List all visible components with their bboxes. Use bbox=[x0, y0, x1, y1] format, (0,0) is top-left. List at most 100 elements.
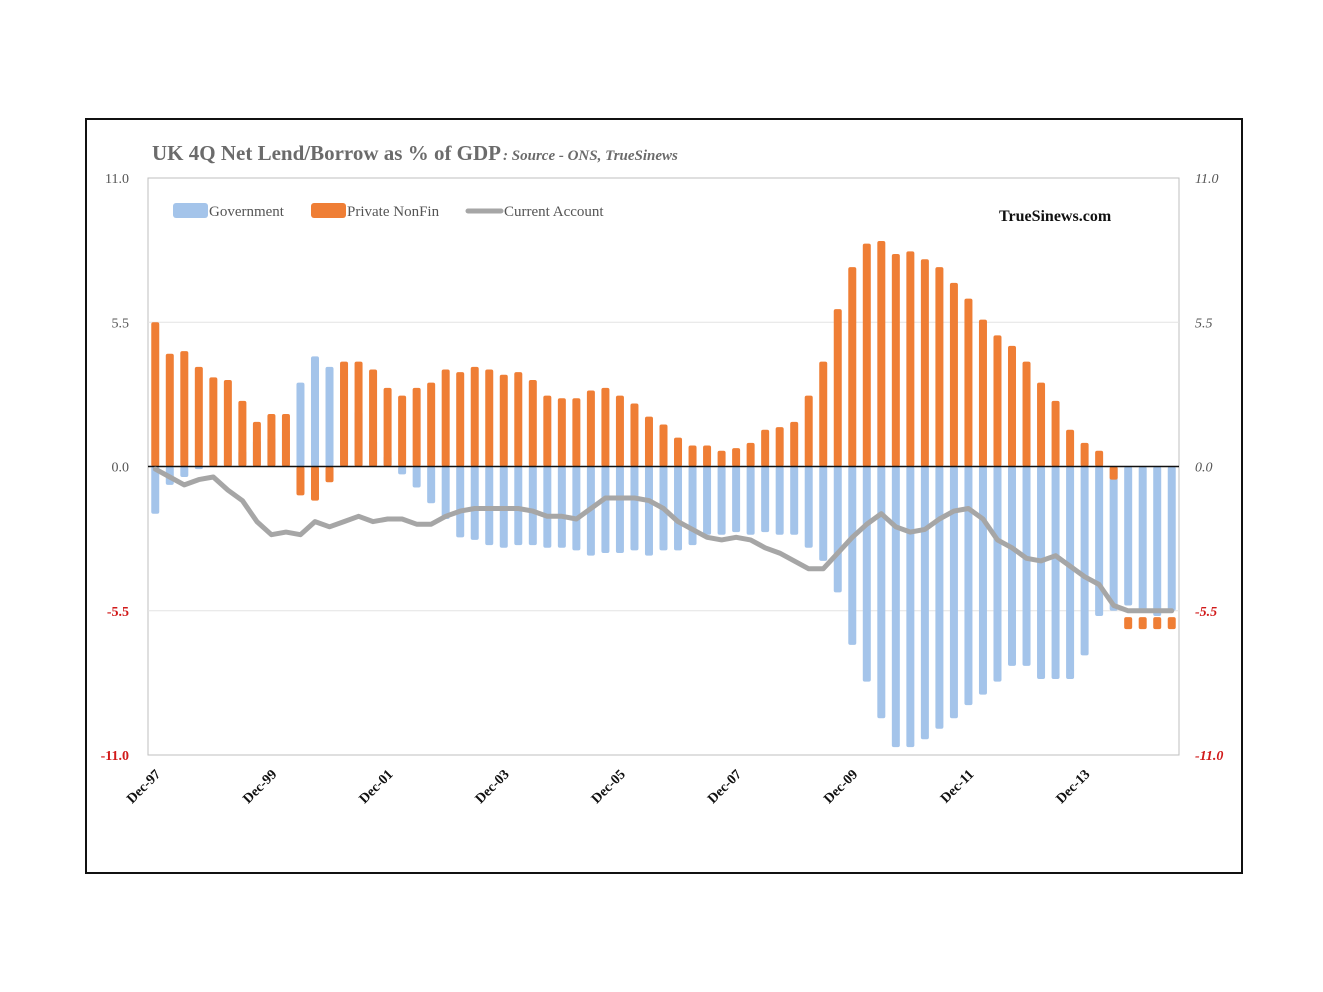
bar-private-nonfin bbox=[906, 251, 915, 467]
bar-government bbox=[514, 466, 523, 546]
bar-private-nonfin bbox=[935, 267, 944, 467]
bar-government bbox=[920, 466, 929, 740]
bar-private-nonfin bbox=[209, 377, 218, 467]
bar-government bbox=[761, 466, 770, 533]
bar-private-nonfin bbox=[586, 390, 595, 467]
bar-government bbox=[427, 466, 436, 504]
bar-private-nonfin bbox=[369, 369, 378, 467]
bar-private-nonfin bbox=[804, 395, 813, 467]
bar-private-nonfin bbox=[557, 398, 566, 467]
x-tick-label: Dec-99 bbox=[241, 767, 281, 807]
bar-private-nonfin bbox=[1153, 617, 1162, 630]
bar-private-nonfin bbox=[703, 445, 712, 467]
bar-private-nonfin bbox=[528, 379, 537, 467]
bar-private-nonfin bbox=[819, 361, 828, 467]
bar-private-nonfin bbox=[151, 322, 160, 467]
bar-private-nonfin bbox=[978, 319, 987, 467]
bar-government bbox=[1095, 466, 1104, 616]
bar-private-nonfin bbox=[296, 466, 305, 496]
bar-private-nonfin bbox=[252, 421, 261, 467]
bar-private-nonfin bbox=[877, 240, 886, 467]
bar-government bbox=[151, 466, 160, 514]
bar-private-nonfin bbox=[238, 400, 247, 467]
bar-private-nonfin bbox=[180, 351, 189, 467]
bar-private-nonfin bbox=[383, 387, 392, 467]
bar-government bbox=[1037, 466, 1046, 679]
line-current-account bbox=[152, 466, 1175, 614]
chart-title: UK 4Q Net Lend/Borrow as % of GDP: Sourc… bbox=[152, 141, 678, 165]
bar-private-nonfin bbox=[848, 267, 857, 467]
bar-private-nonfin bbox=[1037, 382, 1046, 467]
bar-government bbox=[644, 466, 653, 556]
bar-government bbox=[572, 466, 581, 551]
bar-government bbox=[1051, 466, 1060, 679]
bar-private-nonfin bbox=[644, 416, 653, 467]
bar-government bbox=[557, 466, 566, 548]
bar-private-nonfin bbox=[761, 429, 770, 467]
bar-private-nonfin bbox=[674, 437, 683, 467]
bar-private-nonfin bbox=[1008, 345, 1017, 467]
bar-government bbox=[732, 466, 741, 533]
y-tick-left: -5.5 bbox=[107, 605, 129, 620]
chart-svg: UK 4Q Net Lend/Borrow as % of GDP: Sourc… bbox=[101, 141, 1224, 807]
chart-title-main: UK 4Q Net Lend/Borrow as % of GDP bbox=[152, 141, 501, 165]
bar-government bbox=[615, 466, 624, 554]
bar-private-nonfin bbox=[194, 366, 203, 467]
legend-item: Private NonFin bbox=[311, 203, 440, 220]
bar-government bbox=[790, 466, 799, 535]
y-tick-left: -11.0 bbox=[101, 749, 129, 764]
bar-private-nonfin bbox=[398, 395, 407, 467]
bar-government bbox=[325, 366, 334, 467]
y-tick-left: 11.0 bbox=[105, 172, 129, 187]
bar-private-nonfin bbox=[790, 421, 799, 467]
bar-private-nonfin bbox=[601, 387, 610, 467]
bar-government bbox=[601, 466, 610, 554]
brand-label: TrueSinews.com bbox=[999, 208, 1112, 225]
bar-government bbox=[1124, 466, 1133, 606]
chart-subtitle: : Source - ONS, TrueSinews bbox=[503, 148, 678, 164]
bar-private-nonfin bbox=[891, 254, 900, 467]
legend-label: Government bbox=[209, 204, 285, 220]
bar-government bbox=[528, 466, 537, 546]
bar-government bbox=[775, 466, 784, 535]
bar-private-nonfin bbox=[1066, 429, 1075, 467]
legend: Government Private NonFin Current Account bbox=[173, 203, 604, 220]
bar-private-nonfin bbox=[1138, 617, 1147, 630]
bar-government bbox=[906, 466, 915, 748]
bar-private-nonfin bbox=[514, 372, 523, 467]
bar-private-nonfin bbox=[732, 448, 741, 467]
bar-private-nonfin bbox=[223, 379, 232, 467]
bar-private-nonfin bbox=[1095, 450, 1104, 467]
x-tick-label: Dec-09 bbox=[821, 767, 861, 807]
x-tick-label: Dec-13 bbox=[1054, 767, 1094, 807]
bar-private-nonfin bbox=[499, 374, 508, 467]
bar-private-nonfin bbox=[427, 382, 436, 467]
bar-government bbox=[993, 466, 1002, 682]
bar-government bbox=[543, 466, 552, 548]
bar-private-nonfin bbox=[920, 259, 929, 467]
bar-private-nonfin bbox=[964, 298, 973, 467]
bar-private-nonfin bbox=[993, 335, 1002, 467]
bar-private-nonfin bbox=[717, 450, 726, 467]
x-tick-label: Dec-97 bbox=[124, 767, 164, 807]
bar-government bbox=[891, 466, 900, 748]
bar-government bbox=[717, 466, 726, 535]
x-tick-label: Dec-03 bbox=[473, 767, 513, 807]
bar-private-nonfin bbox=[949, 282, 958, 467]
bar-government bbox=[1066, 466, 1075, 679]
bar-private-nonfin bbox=[441, 369, 450, 467]
y-tick-right: 0.0 bbox=[1195, 461, 1213, 476]
bar-government bbox=[964, 466, 973, 706]
bar-government bbox=[1022, 466, 1031, 666]
bar-government bbox=[848, 466, 857, 645]
y-tick-left: 5.5 bbox=[112, 316, 130, 331]
x-tick-label: Dec-11 bbox=[938, 767, 977, 806]
x-tick-label: Dec-07 bbox=[705, 767, 745, 807]
bar-private-nonfin bbox=[775, 427, 784, 467]
legend-swatch bbox=[173, 203, 208, 218]
bar-government bbox=[746, 466, 755, 535]
bar-government bbox=[819, 466, 828, 561]
bar-government bbox=[674, 466, 683, 551]
legend-item: Government bbox=[173, 203, 285, 220]
bar-government bbox=[1109, 466, 1118, 611]
